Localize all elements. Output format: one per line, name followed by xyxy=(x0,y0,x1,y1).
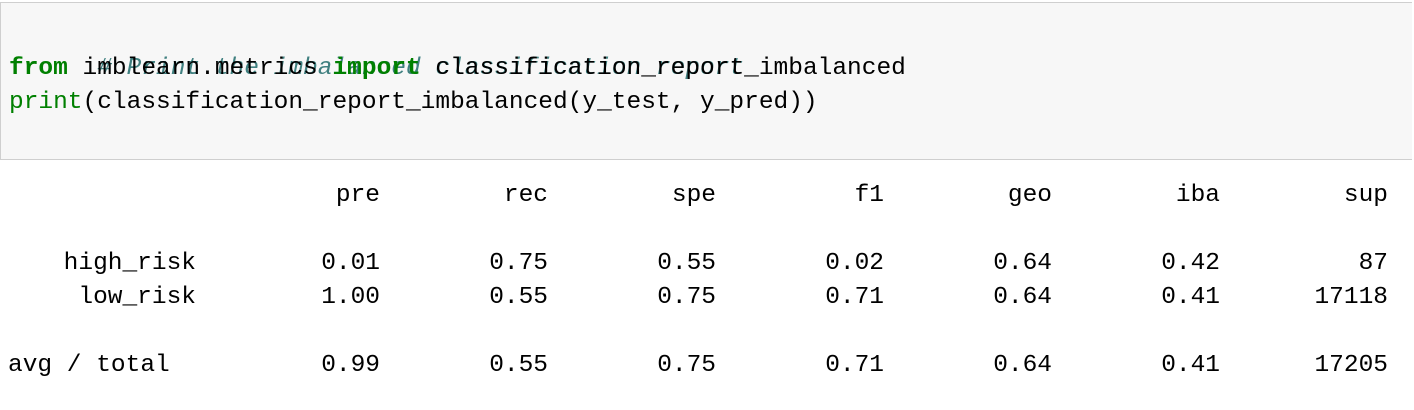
table-cell: 0.99 xyxy=(321,352,380,379)
table-cell: 0.64 xyxy=(993,250,1052,277)
row-label-avg-total: avg / total xyxy=(8,352,170,379)
table-cell: 0.41 xyxy=(1161,284,1220,311)
table-cell: 0.02 xyxy=(825,250,884,277)
print-args: (classification_report_imbalanced(y_test… xyxy=(82,89,818,116)
table-cell: 0.41 xyxy=(1161,352,1220,379)
code-cell[interactable]: # Print the imbalanced classification re… xyxy=(0,2,1412,160)
cell-output: pre rec spe f1 geo iba sup high_risk 0.0… xyxy=(0,160,1414,410)
imported-name: classification_report_imbalanced xyxy=(420,55,906,82)
table-cell: 0.64 xyxy=(993,284,1052,311)
table-cell: 0.75 xyxy=(489,250,548,277)
table-cell: 87 xyxy=(1358,250,1388,277)
keyword-import: import xyxy=(332,55,421,82)
row-label-low-risk: low_risk xyxy=(78,284,196,311)
row-label-high-risk: high_risk xyxy=(63,250,196,277)
keyword-from: from xyxy=(9,55,68,82)
table-cell: 0.01 xyxy=(321,250,380,277)
code-line-print: print(classification_report_imbalanced(y… xyxy=(9,86,818,120)
header-iba: iba xyxy=(1175,182,1220,209)
table-cell: 17118 xyxy=(1314,284,1388,311)
code-line-import: from imblearn.metrics import classificat… xyxy=(9,52,906,86)
header-geo: geo xyxy=(1007,182,1052,209)
table-cell: 0.75 xyxy=(657,284,716,311)
table-cell: 1.00 xyxy=(321,284,380,311)
table-cell: 0.55 xyxy=(489,284,548,311)
table-cell: 0.75 xyxy=(657,352,716,379)
table-cell: 0.55 xyxy=(657,250,716,277)
table-cell: 0.64 xyxy=(993,352,1052,379)
table-cell: 17205 xyxy=(1314,352,1388,379)
table-cell: 0.55 xyxy=(489,352,548,379)
header-pre: pre xyxy=(335,182,380,209)
header-spe: spe xyxy=(671,182,716,209)
header-rec: rec xyxy=(503,182,548,209)
code-line-comment: # Print the imbalanced classification re… xyxy=(9,18,744,82)
code-comment: # Print the imbalanced classification re… xyxy=(97,55,745,82)
module-name: imblearn.metrics xyxy=(67,55,333,82)
builtin-print: print xyxy=(9,89,83,116)
header-f1: f1 xyxy=(854,182,884,209)
header-sup: sup xyxy=(1343,182,1388,209)
table-cell: 0.71 xyxy=(825,284,884,311)
table-cell: 0.71 xyxy=(825,352,884,379)
table-cell: 0.42 xyxy=(1161,250,1220,277)
